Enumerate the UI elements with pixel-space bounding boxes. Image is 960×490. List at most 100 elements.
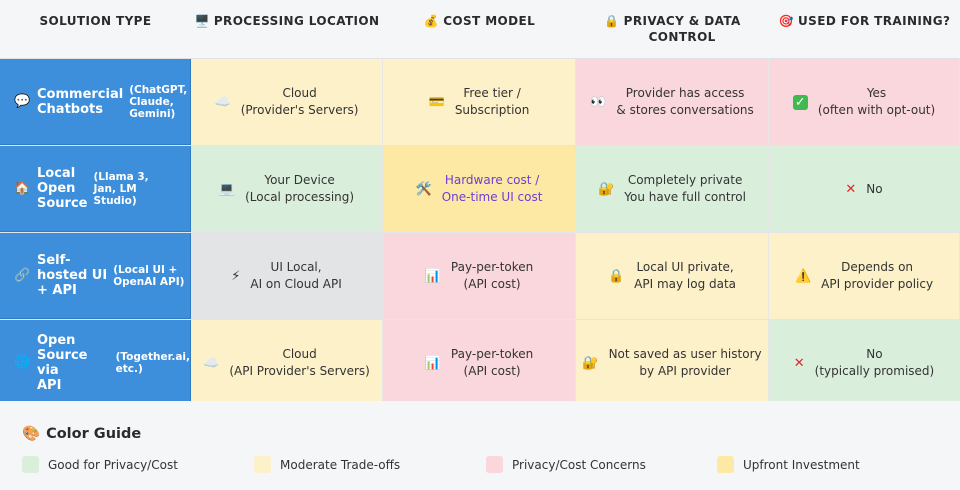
header-label: PROCESSING LOCATION — [213, 14, 380, 28]
tools-icon: 🛠️ — [415, 181, 432, 197]
locked-key-icon: 🔐 — [582, 355, 599, 371]
solution-examples: (Together.ai, etc.) — [115, 350, 190, 375]
legend-label: Upfront Investment — [743, 457, 860, 472]
table-cell: 📊 Pay-per-token (API cost) — [383, 233, 576, 319]
table-cell: 🔒 Local UI private, API may log data — [576, 233, 769, 319]
header-label: SOLUTION TYPE — [39, 14, 152, 28]
header-label: USED FOR TRAINING? — [798, 14, 951, 28]
globe-icon: 🌐 — [14, 355, 31, 370]
solution-name: Self- hosted UI + API — [37, 253, 108, 298]
legend-swatch — [486, 456, 503, 473]
legend-label: Privacy/Cost Concerns — [512, 457, 646, 472]
table-cell: ✕ No (typically promised) — [769, 320, 960, 406]
cell-text: Cloud (Provider's Servers) — [240, 86, 359, 117]
lock-icon: 🔒 — [604, 14, 620, 28]
cell-text: Depends on API provider policy — [821, 260, 934, 291]
table-cell: ⚠️ Depends on API provider policy — [769, 233, 960, 319]
cell-text: Pay-per-token (API cost) — [450, 347, 534, 378]
money-bag-icon: 💰 — [423, 14, 440, 28]
row-header: 🔗 Self- hosted UI + API (Local UI + OpenAI… — [0, 233, 191, 319]
table-cell: 📊 Pay-per-token (API cost) — [383, 320, 576, 406]
cell-text: No — [866, 181, 883, 196]
table-cell: ✓ Yes (often with opt-out) — [769, 59, 960, 145]
link-icon: 🔗 — [14, 268, 31, 283]
table-cell: ⚡ UI Local, AI on Cloud API — [191, 233, 383, 319]
monitor-icon: 🖥️ — [194, 14, 210, 28]
legend-label: Moderate Trade-offs — [280, 457, 401, 472]
header-solution-type: SOLUTION TYPE — [0, 0, 191, 58]
house-icon: 🏠 — [14, 181, 31, 196]
legend-swatch — [717, 456, 734, 473]
bar-chart-icon: 📊 — [424, 355, 441, 371]
cloud-icon: ☁️ — [214, 94, 231, 110]
credit-card-icon: 💳 — [428, 94, 445, 110]
legend-item-good: Good for Privacy/Cost — [22, 456, 178, 473]
cell-text: Not saved as user history by API provide… — [608, 347, 762, 378]
color-guide-title: 🎨 Color Guide — [22, 425, 141, 442]
header-used-for-training: 🎯 USED FOR TRAINING? — [769, 0, 960, 58]
cell-text: UI Local, AI on Cloud API — [250, 260, 342, 291]
table-cell: ☁️ Cloud (Provider's Servers) — [191, 59, 383, 145]
cell-text: Yes (often with opt-out) — [817, 86, 936, 117]
legend-item-upfront: Upfront Investment — [717, 456, 860, 473]
table-cell: 👀 Provider has access & stores conversati… — [576, 59, 769, 145]
cloud-icon: ☁️ — [203, 355, 220, 371]
header-row: SOLUTION TYPE 🖥️ PROCESSING LOCATION 💰 C… — [0, 0, 960, 59]
cell-text: Your Device (Local processing) — [245, 173, 355, 204]
legend-swatch — [22, 456, 39, 473]
bar-chart-icon: 📊 — [424, 268, 441, 284]
header-label: COST MODEL — [443, 14, 536, 28]
legend-item-moderate: Moderate Trade-offs — [254, 456, 400, 473]
target-icon: 🎯 — [778, 14, 795, 28]
legend-swatch — [254, 456, 271, 473]
header-label: PRIVACY & DATA CONTROL — [623, 14, 741, 44]
header-processing-location: 🖥️ PROCESSING LOCATION — [191, 0, 383, 58]
cell-text: Completely private You have full control — [624, 173, 746, 204]
lightning-icon: ⚡ — [231, 268, 241, 284]
header-privacy: 🔒 PRIVACY & DATA CONTROL — [576, 0, 769, 58]
table-row-self-hosted-ui-api: 🔗 Self- hosted UI + API (Local UI + OpenAI… — [0, 233, 960, 320]
table-cell: 💳 Free tier / Subscription — [383, 59, 576, 145]
legend-label: Good for Privacy/Cost — [48, 457, 178, 472]
table-cell: 🛠️ Hardware cost / One-time UI cost — [383, 146, 576, 232]
check-icon: ✓ — [792, 94, 808, 110]
table-row-open-source-via-api: 🌐 Open Source via API (Together.ai, etc.) ☁… — [0, 320, 960, 407]
solution-examples: (ChatGPT, Claude, Gemini) — [129, 83, 188, 120]
cell-text: No (typically promised) — [814, 347, 935, 378]
legend-item-concerns: Privacy/Cost Concerns — [486, 456, 646, 473]
table-cell: 🔐 Completely private You have full contro… — [576, 146, 769, 232]
cell-text: Cloud (API Provider's Servers) — [229, 347, 370, 378]
table-row-commercial-chatbots: 💬 Commercial Chatbots (ChatGPT, Claude, Ge… — [0, 59, 960, 146]
cross-icon: ✕ — [793, 355, 805, 371]
speech-bubble-icon: 💬 — [14, 94, 31, 109]
table-cell: ✕ No — [769, 146, 960, 232]
cell-text: Local UI private, API may log data — [634, 260, 737, 291]
row-header: 🌐 Open Source via API (Together.ai, etc.) — [0, 320, 191, 406]
solution-name: Commercial Chatbots — [37, 86, 124, 117]
table-cell: 💻 Your Device (Local processing) — [191, 146, 383, 232]
laptop-icon: 💻 — [218, 181, 236, 197]
lock-icon: 🔒 — [607, 268, 625, 284]
table-cell: 🔐 Not saved as user history by API provid… — [576, 320, 769, 406]
header-cost-model: 💰 COST MODEL — [383, 0, 576, 58]
color-guide-heading: Color Guide — [46, 426, 142, 442]
cell-text: Hardware cost / One-time UI cost — [441, 173, 543, 204]
table-cell: ☁️ Cloud (API Provider's Servers) — [191, 320, 383, 406]
solution-examples: (Local UI + OpenAI API) — [113, 263, 185, 288]
palette-icon: 🎨 — [22, 426, 41, 442]
cross-icon: ✕ — [845, 181, 857, 197]
comparison-table: SOLUTION TYPE 🖥️ PROCESSING LOCATION 💰 C… — [0, 0, 960, 407]
locked-key-icon: 🔐 — [598, 181, 615, 197]
row-header: 🏠 Local Open Source (Llama 3, Jan, LM Stud… — [0, 146, 191, 232]
color-guide: 🎨 Color Guide Good for Privacy/Cost Moder… — [0, 401, 960, 490]
solution-name: Local Open Source — [37, 166, 88, 211]
cell-text: Pay-per-token (API cost) — [450, 260, 534, 291]
eyes-icon: 👀 — [590, 94, 607, 110]
row-header: 💬 Commercial Chatbots (ChatGPT, Claude, Ge… — [0, 59, 191, 145]
cell-text: Provider has access & stores conversatio… — [616, 86, 754, 117]
solution-examples: (Llama 3, Jan, LM Studio) — [93, 170, 149, 207]
cell-text: Free tier / Subscription — [454, 86, 530, 117]
table-row-local-open-source: 🏠 Local Open Source (Llama 3, Jan, LM Stud… — [0, 146, 960, 233]
warning-icon: ⚠️ — [794, 268, 812, 284]
solution-name: Open Source via API — [37, 332, 88, 393]
